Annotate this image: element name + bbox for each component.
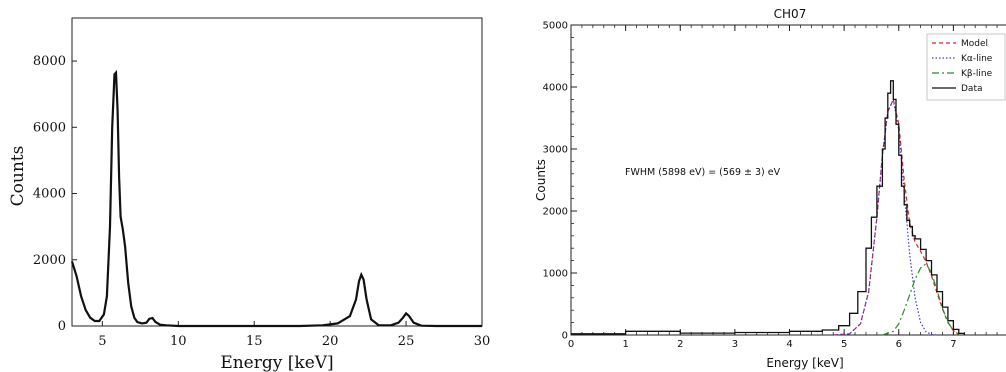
legend-model-label: Model: [961, 39, 988, 49]
right-chart-title: CH07: [774, 7, 807, 21]
left-x-tick-label: 30: [474, 334, 491, 349]
right-y-axis-label: Counts: [534, 159, 548, 201]
legend-kalpha-label: Kα-line: [961, 54, 993, 64]
left-x-tick-label: 10: [170, 334, 187, 349]
right-axis-ticks: 0 1 2 3 4 5 6 7 0 1000 2000 3000 4000 5000: [543, 21, 998, 350]
legend-kbeta-label: Kβ-line: [961, 69, 993, 79]
right-x-tick-label: 6: [896, 339, 902, 350]
right-y-tick-label: 0: [562, 331, 568, 342]
left-y-tick-label: 4000: [33, 187, 66, 202]
left-y-tick-label: 6000: [33, 120, 66, 135]
right-x-tick-label: 5: [841, 339, 847, 350]
left-series-line: [70, 69, 482, 328]
right-y-tick-label: 4000: [543, 83, 568, 94]
right-y-tick-label: 5000: [543, 21, 568, 32]
left-y-tick-label: 2000: [33, 253, 66, 268]
left-axis-ticks: 5 10 15 20 25 30 0 2000 4000 6000 8000: [33, 54, 490, 349]
right-y-tick-label: 2000: [543, 207, 568, 218]
right-annotation-fwhm: FWHM (5898 eV) = (569 ± 3) eV: [625, 167, 781, 178]
left-x-tick-label: 25: [398, 334, 415, 349]
right-x-tick-label: 2: [677, 339, 683, 350]
right-x-tick-label: 0: [568, 339, 574, 350]
left-x-axis-label: Energy [keV]: [220, 353, 333, 372]
right-series-group: [571, 80, 965, 336]
right-y-tick-label: 3000: [543, 145, 568, 156]
right-x-axis-label: Energy [keV]: [766, 356, 843, 370]
left-plot-area: [71, 17, 483, 327]
right-ch07-chart: CH07 0 1 2 3 4 5 6 7 0 1000 2000 3000 4000 5000 FWHM …: [534, 7, 1006, 370]
right-series-data: [571, 80, 965, 335]
left-y-tick-label: 8000: [33, 54, 66, 69]
right-x-tick-label: 7: [950, 339, 956, 350]
left-x-tick-label: 20: [322, 334, 339, 349]
left-y-axis-label: Counts: [8, 146, 28, 207]
legend-data-label: Data: [961, 84, 983, 94]
right-legend: Model Kα-line Kβ-line Data: [926, 33, 1006, 101]
right-y-tick-label: 1000: [543, 269, 568, 280]
legend-box: [926, 33, 1006, 101]
right-x-tick-label: 1: [622, 339, 628, 350]
left-energy-spectrum-chart: 5 10 15 20 25 30 0 2000 4000 6000 8000 Energy [keV…: [8, 17, 490, 372]
right-x-tick-label: 3: [732, 339, 738, 350]
right-series-k-line: [882, 262, 960, 336]
right-x-tick-label: 4: [786, 339, 792, 350]
left-x-tick-label: 5: [98, 334, 106, 349]
left-y-tick-label: 0: [58, 319, 66, 334]
left-x-tick-label: 15: [246, 334, 263, 349]
